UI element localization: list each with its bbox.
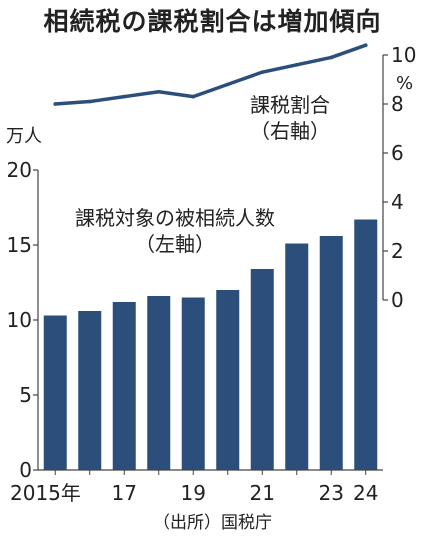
left-tick-label-5: 5 — [19, 383, 32, 407]
source-note: （出所）国税庁 — [153, 513, 272, 533]
right-axis-unit: % — [396, 73, 413, 94]
line-series-label: 課税割合 — [250, 93, 330, 117]
line-point-2023 — [329, 55, 334, 60]
bar-2023 — [319, 236, 343, 470]
bar-2015 — [43, 315, 67, 470]
bar-2020 — [216, 290, 240, 470]
line-point-2019 — [191, 94, 196, 99]
bar-2017 — [112, 302, 136, 470]
left-axis-unit: 万人 — [6, 126, 42, 147]
x-tick-label-2019: 19 — [181, 481, 206, 505]
x-tick-label-2017: 17 — [112, 481, 137, 505]
line-series-path — [53, 43, 368, 106]
right-tick-label-8: 8 — [391, 92, 404, 116]
right-tick-label-6: 6 — [391, 141, 404, 165]
bar-2018 — [147, 296, 171, 470]
bar-series-label: 課税対象の被相続人数 — [75, 206, 275, 230]
left-tick-label-15: 15 — [7, 233, 32, 257]
x-tick-label-2015: 2015年 — [10, 481, 81, 505]
line-point-2016 — [87, 99, 92, 104]
line-point-2018 — [156, 89, 161, 94]
left-tick-label-10: 10 — [7, 308, 32, 332]
line-point-2024 — [363, 43, 368, 47]
right-tick-label-4: 4 — [391, 190, 404, 214]
bar-2021 — [250, 269, 274, 470]
bar-series-axis-note: （左軸） — [135, 232, 215, 256]
right-tick-label-2: 2 — [391, 239, 404, 263]
line-series-axis-note: （右軸） — [250, 119, 330, 143]
bar-2022 — [285, 243, 309, 470]
chart-title: 相続税の課税割合は増加傾向 — [43, 7, 382, 36]
x-tick-label-2024: 24 — [353, 481, 378, 505]
bar-2019 — [181, 297, 205, 470]
bar-2016 — [78, 311, 102, 470]
right-tick-label-0: 0 — [391, 288, 404, 312]
x-tick-label-2023: 23 — [319, 481, 344, 505]
line-point-2017 — [122, 94, 127, 99]
line-point-2021 — [260, 70, 265, 74]
line-point-2022 — [294, 63, 299, 67]
right-tick-label-10: 10 — [391, 43, 416, 67]
x-tick-label-2021: 21 — [250, 481, 275, 505]
bar-2024 — [354, 219, 378, 470]
line-point-2015 — [53, 102, 58, 106]
line-point-2020 — [225, 82, 230, 87]
left-tick-label-20: 20 — [7, 158, 32, 182]
left-tick-label-0: 0 — [19, 458, 32, 482]
